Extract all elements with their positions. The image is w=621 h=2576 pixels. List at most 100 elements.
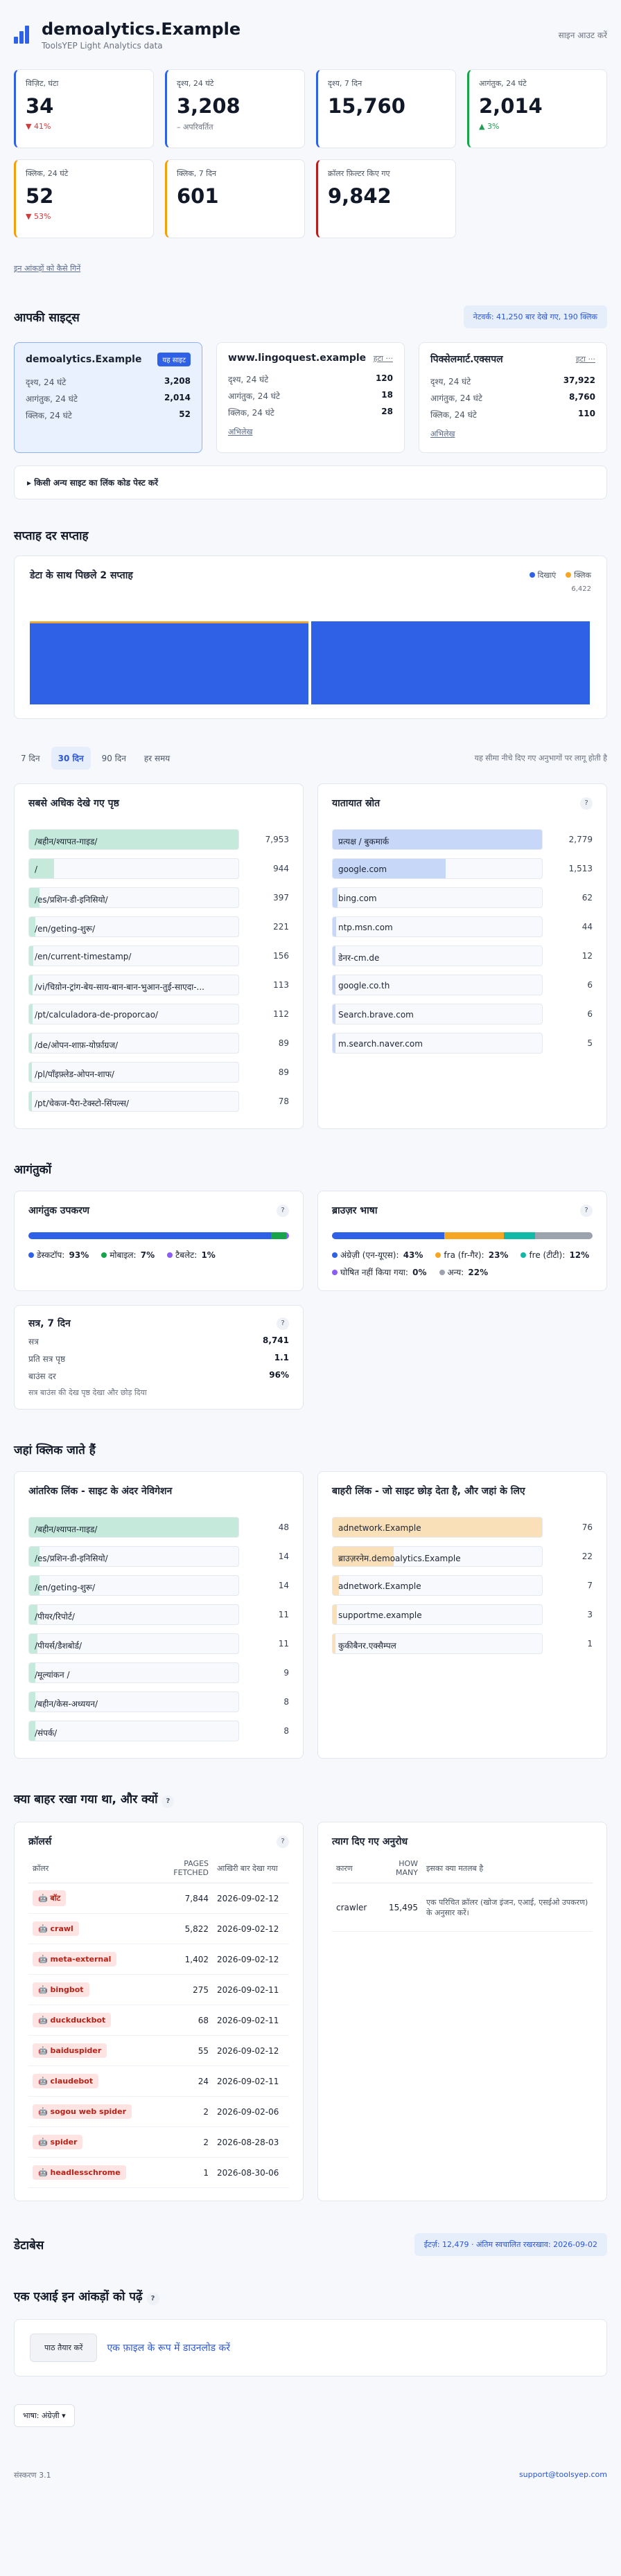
range-note: यह सीमा नीचे दिए गए अनुभागों पर लागू होत…	[474, 754, 607, 763]
crawler-cell: 🤖 बॉट	[28, 1883, 150, 1914]
legend-item: fra (fr-गैर): 23%	[435, 1249, 508, 1261]
tab-range-0[interactable]: 7 दिन	[21, 754, 40, 763]
signout-link[interactable]: साइन आउट करें	[558, 30, 607, 40]
internal-link-row[interactable]: /बहीन/श्यापत-गाइड/48	[28, 1513, 289, 1542]
help-icon[interactable]: ?	[277, 1204, 289, 1217]
bar-track: /पीयर्स/डैशबोर्ड/	[28, 1633, 239, 1654]
bar-fill	[29, 1092, 32, 1111]
row-value: 112	[273, 1009, 289, 1019]
support-email-link[interactable]: support@toolsyep.com	[518, 2470, 607, 2479]
pages-fetched: 2	[150, 2126, 213, 2158]
bar-fill	[29, 917, 36, 936]
y-axis-max-label: 6,422	[571, 585, 591, 593]
remove-site-link[interactable]: हटा ···	[575, 355, 595, 364]
table-row: 🤖 crawl 5,822 2026-09-02-12	[28, 1913, 289, 1944]
ai-panel: पाठ तैयार करें एक फ़ाइल के रूप में डाउनल…	[14, 2319, 607, 2377]
bar-fill	[29, 1004, 33, 1024]
language-select[interactable]: भाषा: अंग्रेज़ी ▾	[14, 2404, 75, 2427]
source-row[interactable]: google.com 1,513	[332, 854, 593, 883]
top-pages-panel: सबसे अधिक देखे गए पृष्ठ /बहीन/श्यापत-गाइ…	[14, 783, 304, 1129]
row-label: कुकीबैनर.एक्सैम्पल	[338, 1641, 396, 1651]
how-counted-link[interactable]: इन आंकड़ों को कैसे गिनें	[14, 264, 81, 273]
page-row[interactable]: /en/current-timestamp/156	[28, 941, 289, 970]
source-row[interactable]: डेनर-cm.de 12	[332, 941, 593, 970]
external-link-row[interactable]: supportme.example 3	[332, 1600, 593, 1629]
help-icon[interactable]: ?	[580, 1204, 593, 1217]
page-row[interactable]: /pl/पाँइफ़्लेड-ओपन-शाफ/89	[28, 1058, 289, 1087]
source-row[interactable]: bing.com 62	[332, 883, 593, 912]
legend-item: डेस्कटॉप: 93%	[28, 1249, 89, 1261]
site-title: demoalytics.Example	[42, 19, 241, 39]
visitors-grid: आगंतुक उपकरण? डेस्कटॉप: 93% मोबाइल: 7% टैब…	[14, 1191, 607, 1291]
stat-delta: – अपरिवर्तित	[177, 123, 213, 132]
page-row[interactable]: /बहीन/श्यापत-गाइड/7,953	[28, 825, 289, 854]
bar-track: /de/ओपन-शाफ़-योर्फ़ाग्रज/	[28, 1033, 239, 1054]
tab-range-2[interactable]: 90 दिन	[101, 754, 126, 763]
legend-dot	[521, 1252, 527, 1258]
legend-label: अन्य:	[447, 1268, 464, 1277]
stat-label: दृश्य, 7 दिन	[328, 79, 362, 88]
stats-grid: विज़िट, घंटा 34 ▼ 41% दृश्य, 24 घंटे 3,208 – …	[14, 69, 607, 238]
site-card[interactable]: demoalytics.Example यह साइट दृश्य, 24 घंट…	[14, 342, 202, 453]
site-stat-label: आगंतुक, 24 घंटे	[26, 394, 78, 404]
external-link-row[interactable]: adnetwork.Example 76	[332, 1513, 593, 1542]
row-value: 3	[587, 1610, 593, 1619]
page-row[interactable]: /vi/चिय़ोन-ट्रांग-बेय-साय-बान-बान-भुआन-त…	[28, 970, 289, 1000]
source-row[interactable]: ntp.msn.com 44	[332, 912, 593, 941]
bar-fill	[333, 1547, 394, 1566]
site-stat-label: क्लिक, 24 घंटे	[26, 411, 72, 420]
internal-link-row[interactable]: /पीयर्स/डैशबोर्ड/11	[28, 1629, 289, 1658]
archive-site-link[interactable]: अभिलेख	[228, 427, 253, 436]
internal-link-row[interactable]: /पीयर/रिपोर्ट/11	[28, 1600, 289, 1629]
page-row[interactable]: /es/प्रशिन-डी-इनिसियो/ 397	[28, 883, 289, 912]
external-link-row[interactable]: कुकीबैनर.एक्सैम्पल 1	[332, 1629, 593, 1658]
page-row[interactable]: /en/geting-शुरू/ 221	[28, 912, 289, 941]
page-row[interactable]: /pt/चेकज-पैरा-टेक्स्टो-सिंपल्स/78	[28, 1087, 289, 1116]
paste-site-code-toggle[interactable]: ▸ किसी अन्य साइट का लिंक कोड पेस्ट करें	[14, 465, 607, 499]
help-icon[interactable]: ?	[580, 797, 593, 810]
site-card[interactable]: पिक्सेलमार्ट.एक्सपल हटा ··· दृश्य, 24 घंट…	[419, 342, 607, 453]
legend-dot	[332, 1252, 338, 1258]
bar-fill	[29, 1634, 38, 1653]
legend-label: fra (fr-गैर):	[444, 1250, 484, 1260]
database-info: ईंटर्ज़: 12,479 · अंतिम स्वचालित रखरखाव:…	[414, 2233, 607, 2256]
archive-site-link[interactable]: अभिलेख	[430, 429, 455, 438]
internal-link-row[interactable]: /बहीन/केस-अध्ययन/8	[28, 1687, 289, 1716]
site-card[interactable]: www.lingoquest.example हटा ··· दृश्य, 24 …	[216, 342, 405, 453]
legend-value: 1%	[198, 1250, 216, 1260]
internal-links-title: आंतरिक लिंक - साइट के अंदर नेविगेशन	[28, 1486, 173, 1497]
clicks-bar	[30, 620, 308, 623]
internal-link-row[interactable]: /संपर्क/8	[28, 1716, 289, 1746]
remove-site-link[interactable]: हटा ···	[373, 353, 393, 363]
external-link-row[interactable]: ब्राउज़रनेम.demoalytics.Example 22	[332, 1542, 593, 1571]
bar-fill	[333, 917, 336, 936]
ignored-title: त्याग दिए गए अनुरोध	[332, 1836, 408, 1847]
prepare-text-button[interactable]: पाठ तैयार करें	[30, 2334, 98, 2362]
source-row[interactable]: Search.brave.com 6	[332, 1000, 593, 1029]
session-stat-label: प्रति सत्र पृष्ठ	[28, 1354, 66, 1364]
tab-range-3[interactable]: हर समय	[143, 754, 170, 763]
stat-value: 3,208	[177, 94, 240, 118]
internal-link-row[interactable]: /en/geting-शुरू/ 14	[28, 1571, 289, 1600]
crawler-cell: 🤖 sogou web spider	[28, 2096, 150, 2127]
external-link-row[interactable]: adnetwork.Example 7	[332, 1571, 593, 1600]
source-row[interactable]: प्रत्यक्ष / बुकमार्क 2,779	[332, 825, 593, 854]
help-icon[interactable]: ?	[277, 1317, 289, 1330]
help-icon[interactable]: ?	[161, 1795, 175, 1808]
download-file-link[interactable]: एक फ़ाइल के रूप में डाउनलोड करें	[107, 2343, 231, 2354]
page-row[interactable]: /pt/calculadora-de-proporcao/112	[28, 1000, 289, 1029]
crawler-badge: 🤖 crawl	[33, 1921, 79, 1936]
page-row[interactable]: / 944	[28, 854, 289, 883]
internal-link-row[interactable]: /es/प्रशिन-डी-इनिसियो/ 14	[28, 1542, 289, 1571]
source-row[interactable]: m.search.naver.com 5	[332, 1029, 593, 1058]
source-row[interactable]: google.co.th 6	[332, 970, 593, 1000]
help-icon[interactable]: ?	[146, 2293, 159, 2305]
row-value: 156	[273, 951, 289, 961]
page-row[interactable]: /de/ओपन-शाफ़-योर्फ़ाग्रज/89	[28, 1029, 289, 1058]
row-label: /en/geting-शुरू/	[35, 924, 96, 934]
help-icon[interactable]: ?	[277, 1835, 289, 1848]
legend-label: मोबाइल:	[110, 1250, 137, 1260]
internal-link-row[interactable]: /मूल्यांकन / 9	[28, 1658, 289, 1687]
tab-range-1[interactable]: 30 दिन	[51, 747, 91, 770]
legend-label: क्लिक	[574, 571, 591, 580]
